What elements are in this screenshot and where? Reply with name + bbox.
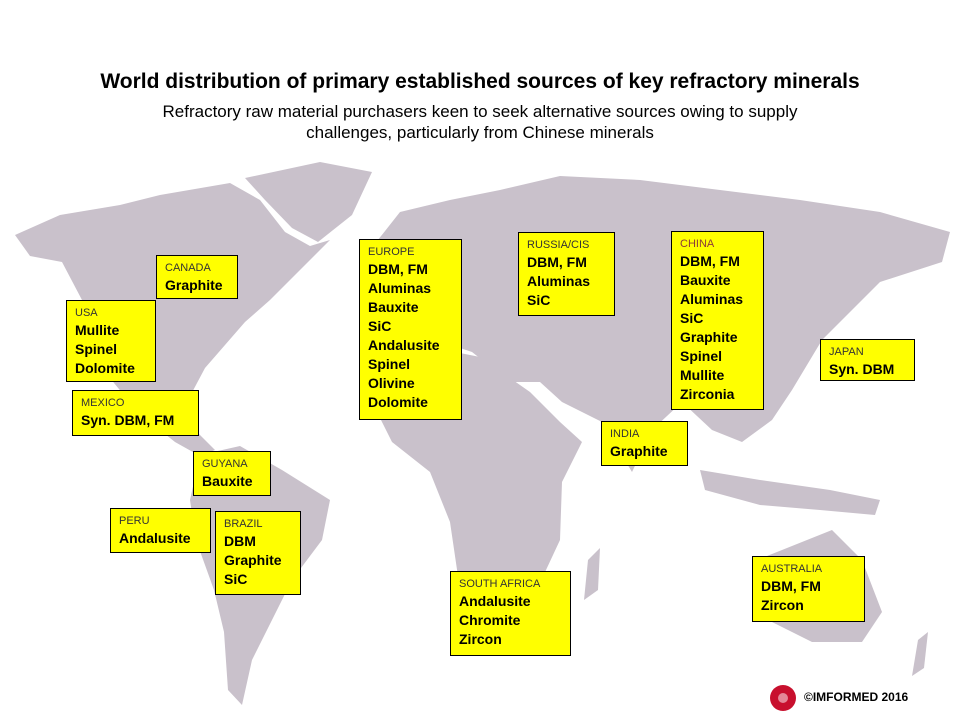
mineral: DBM — [224, 533, 256, 549]
region-name: EUROPE — [368, 246, 415, 258]
north-america — [15, 183, 330, 456]
mineral: Syn. DBM, FM — [81, 412, 175, 428]
mineral: Spinel — [75, 341, 118, 357]
mineral: Graphite — [165, 277, 223, 293]
mineral: Bauxite — [202, 473, 253, 489]
mineral: Zircon — [459, 631, 502, 647]
region-box: RUSSIA/CIS DBM, FM Aluminas SiC — [518, 232, 615, 316]
logo — [770, 685, 796, 711]
mineral: Syn. DBM — [829, 361, 895, 377]
mineral: Andalusite — [119, 530, 191, 546]
region-name: AUSTRALIA — [761, 563, 823, 575]
region-box: CHINA DBM, FM Bauxite Aluminas SiC Graphite Sp… — [671, 231, 764, 410]
region-name: PERU — [119, 515, 150, 527]
region-box: EUROPE DBM, FM Aluminas Bauxite SiC Andalusit… — [359, 239, 462, 420]
mineral: DBM, FM — [527, 254, 587, 270]
new-zealand — [912, 632, 928, 676]
mineral: Zirconia — [680, 386, 735, 402]
region-name: INDIA — [610, 428, 640, 440]
mineral: Dolomite — [368, 394, 428, 410]
region-name: CANADA — [165, 262, 211, 274]
mineral: SiC — [680, 310, 704, 326]
region-name: CHINA — [680, 238, 715, 250]
mineral: Mullite — [680, 367, 725, 383]
region-name: RUSSIA/CIS — [527, 239, 590, 251]
mineral: SiC — [368, 318, 392, 334]
region-box: MEXICO Syn. DBM, FM — [72, 390, 199, 436]
japan — [798, 292, 818, 345]
mineral: Spinel — [368, 356, 411, 372]
mineral: Chromite — [459, 612, 521, 628]
mineral: Graphite — [680, 329, 738, 345]
title: World distribution of primary establishe… — [100, 70, 860, 93]
mineral: Aluminas — [680, 291, 744, 307]
africa — [372, 347, 582, 642]
mineral: Andalusite — [368, 337, 440, 353]
region-name: GUYANA — [202, 458, 248, 470]
mineral: SiC — [527, 292, 551, 308]
region-name: SOUTH AFRICA — [459, 578, 541, 590]
region-box: USA Mullite Spinel Dolomite — [66, 300, 156, 382]
greenland — [245, 162, 372, 242]
madagascar — [584, 548, 600, 600]
mineral: DBM, FM — [680, 253, 740, 269]
region-name: BRAZIL — [224, 518, 263, 530]
mineral: Bauxite — [368, 299, 419, 315]
region-box: INDIA Graphite — [601, 421, 688, 466]
mineral: Olivine — [368, 375, 415, 391]
region-box: BRAZIL DBM Graphite SiC — [215, 511, 301, 595]
indonesia — [700, 470, 880, 515]
region-box: PERU Andalusite — [110, 508, 211, 553]
mineral: Aluminas — [527, 273, 591, 289]
mineral: Spinel — [680, 348, 723, 364]
region-box: GUYANA Bauxite — [193, 451, 271, 496]
region-box: CANADA Graphite — [156, 255, 238, 299]
mineral: SiC — [224, 571, 248, 587]
region-name: USA — [75, 307, 98, 319]
region-box: SOUTH AFRICA Andalusite Chromite Zircon — [450, 571, 571, 656]
mineral: Mullite — [75, 322, 120, 338]
mineral: Dolomite — [75, 360, 135, 376]
eurasia — [370, 176, 950, 472]
region-box: AUSTRALIA DBM, FM Zircon — [752, 556, 865, 622]
mineral: Bauxite — [680, 272, 731, 288]
subtitle: Refractory raw material purchasers keen … — [162, 102, 798, 142]
mineral: Andalusite — [459, 593, 531, 609]
mineral: DBM, FM — [761, 578, 821, 594]
mineral: Aluminas — [368, 280, 432, 296]
mineral: Graphite — [224, 552, 282, 568]
mineral: Zircon — [761, 597, 804, 613]
region-box: JAPAN Syn. DBM — [820, 339, 915, 381]
footer: ©IMFORMED 2016 — [804, 690, 909, 704]
region-name: JAPAN — [829, 346, 864, 358]
region-name: MEXICO — [81, 397, 125, 409]
mineral: DBM, FM — [368, 261, 428, 277]
mineral: Graphite — [610, 443, 668, 459]
